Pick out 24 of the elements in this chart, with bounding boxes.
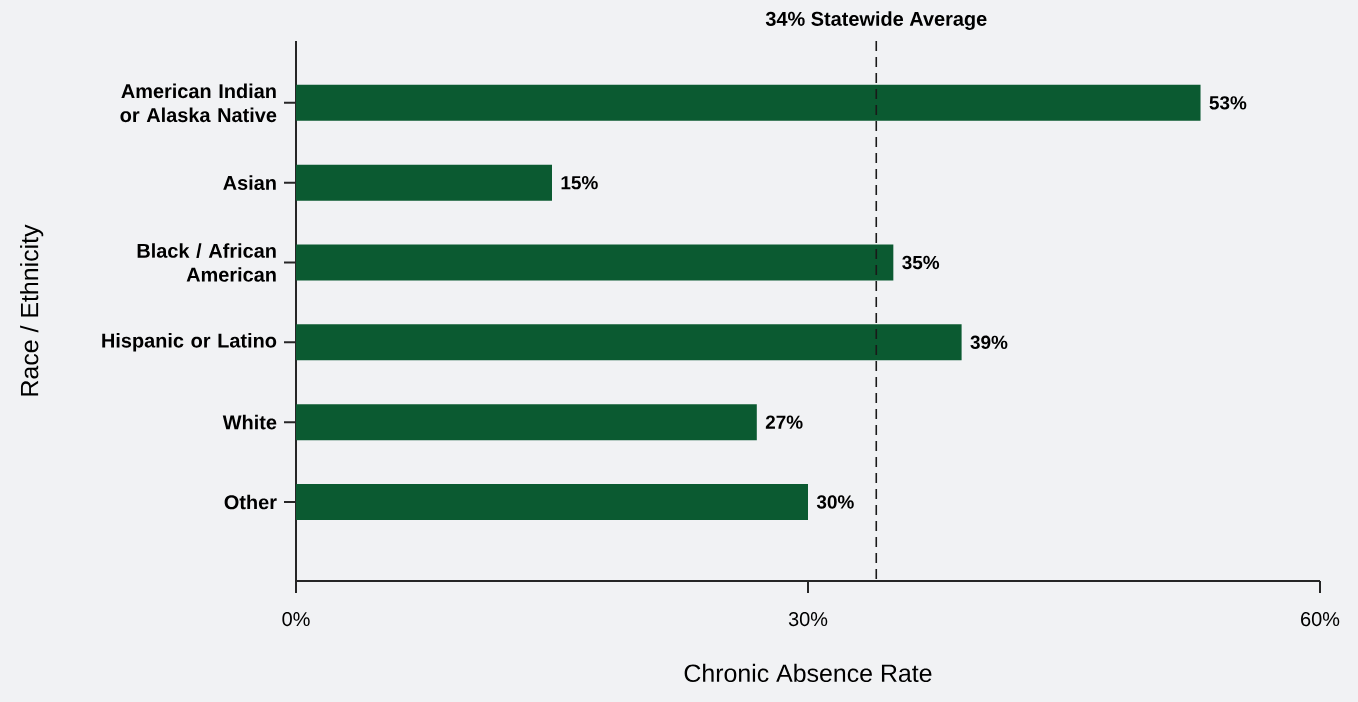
y-tick-label: Asian [223,175,276,190]
data-label: 35% [902,255,940,270]
ref-line-label: 34% Statewide Average [765,11,987,30]
bar [296,404,757,441]
y-tick-label: American Indian or Alaska Native [120,83,277,123]
bar [296,324,962,361]
data-label: 53% [1209,96,1247,110]
bar [296,244,894,281]
y-axis-title: Race / Ethnicity [20,224,44,396]
bar [296,84,1201,121]
x-tick-label: 60% [1301,612,1340,627]
x-axis-title: Chronic Absence Rate [684,663,932,683]
y-tick-label: Other [224,494,277,510]
data-label: 15% [561,175,598,190]
x-tick-label: 0% [282,612,310,627]
y-tick-label: Hispanic or Latino [102,333,277,352]
data-label: 27% [765,415,803,429]
x-tick-label: 30% [788,612,828,627]
bar [296,483,808,520]
y-tick-label: White [222,414,277,430]
y-tick-label: Black / African American [137,243,276,282]
bar [296,164,552,201]
data-label: 39% [970,335,1008,350]
data-label: 30% [816,495,854,509]
